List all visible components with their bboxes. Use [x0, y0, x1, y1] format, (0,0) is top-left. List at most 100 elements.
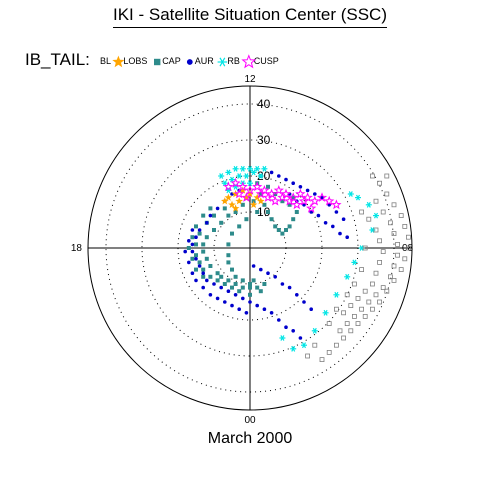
data-point-cap [201, 242, 206, 247]
radial-tick-label: 10 [257, 205, 271, 219]
data-point-msh [366, 299, 372, 305]
data-point-cap [204, 235, 209, 240]
data-point-cap [262, 202, 267, 207]
data-point-aur [237, 307, 241, 312]
legend-marker-cusp [241, 54, 257, 69]
data-point-rb [261, 165, 268, 172]
data-point-rb [225, 169, 232, 176]
data-point-cap [190, 256, 195, 261]
data-point-aur [284, 325, 288, 330]
data-point-cap [212, 228, 216, 232]
data-point-aur [313, 192, 317, 196]
data-point-aur [241, 296, 245, 301]
data-point-msh [362, 288, 368, 294]
data-point-cusp [309, 195, 320, 206]
data-point-cusp [302, 192, 313, 202]
asterisk-stroke [229, 176, 235, 183]
data-point-msh [380, 249, 386, 255]
legend-label-cusp: CUSP [254, 56, 279, 66]
data-point-lobs [253, 193, 261, 201]
data-point-aur [320, 195, 324, 200]
legend-marker-cap [154, 58, 161, 66]
data-point-cap [287, 202, 292, 207]
data-point-cusp [223, 181, 234, 192]
data-point-aur [316, 213, 321, 218]
data-point-rb [229, 176, 235, 183]
data-point-cap [284, 228, 288, 232]
asterisk-stroke [255, 165, 260, 172]
data-point-msh [380, 209, 386, 215]
data-point-aur [341, 217, 346, 221]
asterisk-stroke [334, 291, 339, 298]
hour-label: 12 [244, 74, 256, 85]
asterisk-stroke [301, 342, 307, 349]
legend-marker-rb [217, 57, 228, 67]
asterisk-stroke [323, 309, 328, 316]
asterisk-stroke [247, 165, 253, 172]
data-point-cap [240, 285, 245, 290]
data-point-cap [248, 292, 252, 297]
data-point-aur [255, 303, 259, 308]
hour-label: 18 [71, 243, 83, 254]
data-point-cap [226, 253, 231, 258]
data-point-cap [248, 282, 252, 286]
data-point-cap [201, 249, 206, 254]
data-point-aur [201, 271, 205, 276]
data-point-cap [194, 242, 198, 247]
data-point-aur [187, 239, 191, 243]
data-point-msh [387, 274, 393, 280]
data-point-msh [344, 292, 350, 298]
data-point-rb [290, 345, 297, 352]
data-point-cap [186, 246, 191, 250]
data-point-cusp [262, 192, 274, 202]
asterisk-stroke [312, 327, 317, 334]
data-point-rb [322, 309, 329, 316]
data-point-aur [190, 249, 195, 254]
legend-marker-lobs [112, 55, 125, 68]
data-point-cusp [324, 195, 335, 206]
data-point-msh [333, 306, 339, 312]
asterisk-stroke [226, 169, 231, 176]
data-point-cap [291, 195, 296, 200]
data-point-msh [384, 288, 390, 294]
data-point-cap [215, 278, 220, 283]
data-point-lobs [246, 190, 254, 198]
series-lobs [221, 186, 265, 212]
data-point-msh [380, 285, 386, 291]
data-point-aur [259, 267, 263, 272]
data-point-lobs [231, 190, 240, 198]
data-point-cap [190, 235, 195, 240]
data-point-cap [219, 220, 224, 225]
data-point-aur [215, 296, 220, 301]
data-point-msh [359, 209, 365, 215]
data-point-msh [369, 173, 375, 179]
data-point-msh [362, 245, 368, 251]
legend-label-bl: BL [100, 56, 111, 66]
data-point-aur [302, 300, 306, 304]
data-point-cap [280, 199, 285, 204]
data-point-cusp [230, 177, 241, 188]
data-point-cap [276, 228, 281, 232]
data-point-msh [377, 259, 383, 265]
data-point-cusp [237, 181, 248, 192]
data-point-msh [305, 353, 311, 359]
asterisk-stroke [345, 273, 350, 280]
data-point-msh [351, 313, 357, 319]
data-point-msh [348, 328, 354, 334]
data-point-aur [208, 293, 213, 297]
data-point-rb [247, 180, 253, 187]
data-point-cap [222, 206, 227, 211]
data-point-aur [331, 224, 335, 229]
data-point-msh [391, 231, 397, 237]
asterisk-stroke [251, 169, 256, 176]
data-point-msh [398, 213, 404, 219]
data-point-cap [233, 274, 238, 279]
data-point-aur [291, 329, 296, 333]
data-point-msh [384, 191, 390, 197]
data-point-aur [269, 311, 274, 315]
data-point-cap [262, 282, 267, 286]
asterisk-stroke [258, 173, 263, 179]
data-point-rb [250, 169, 257, 176]
data-point-cap [215, 271, 220, 276]
